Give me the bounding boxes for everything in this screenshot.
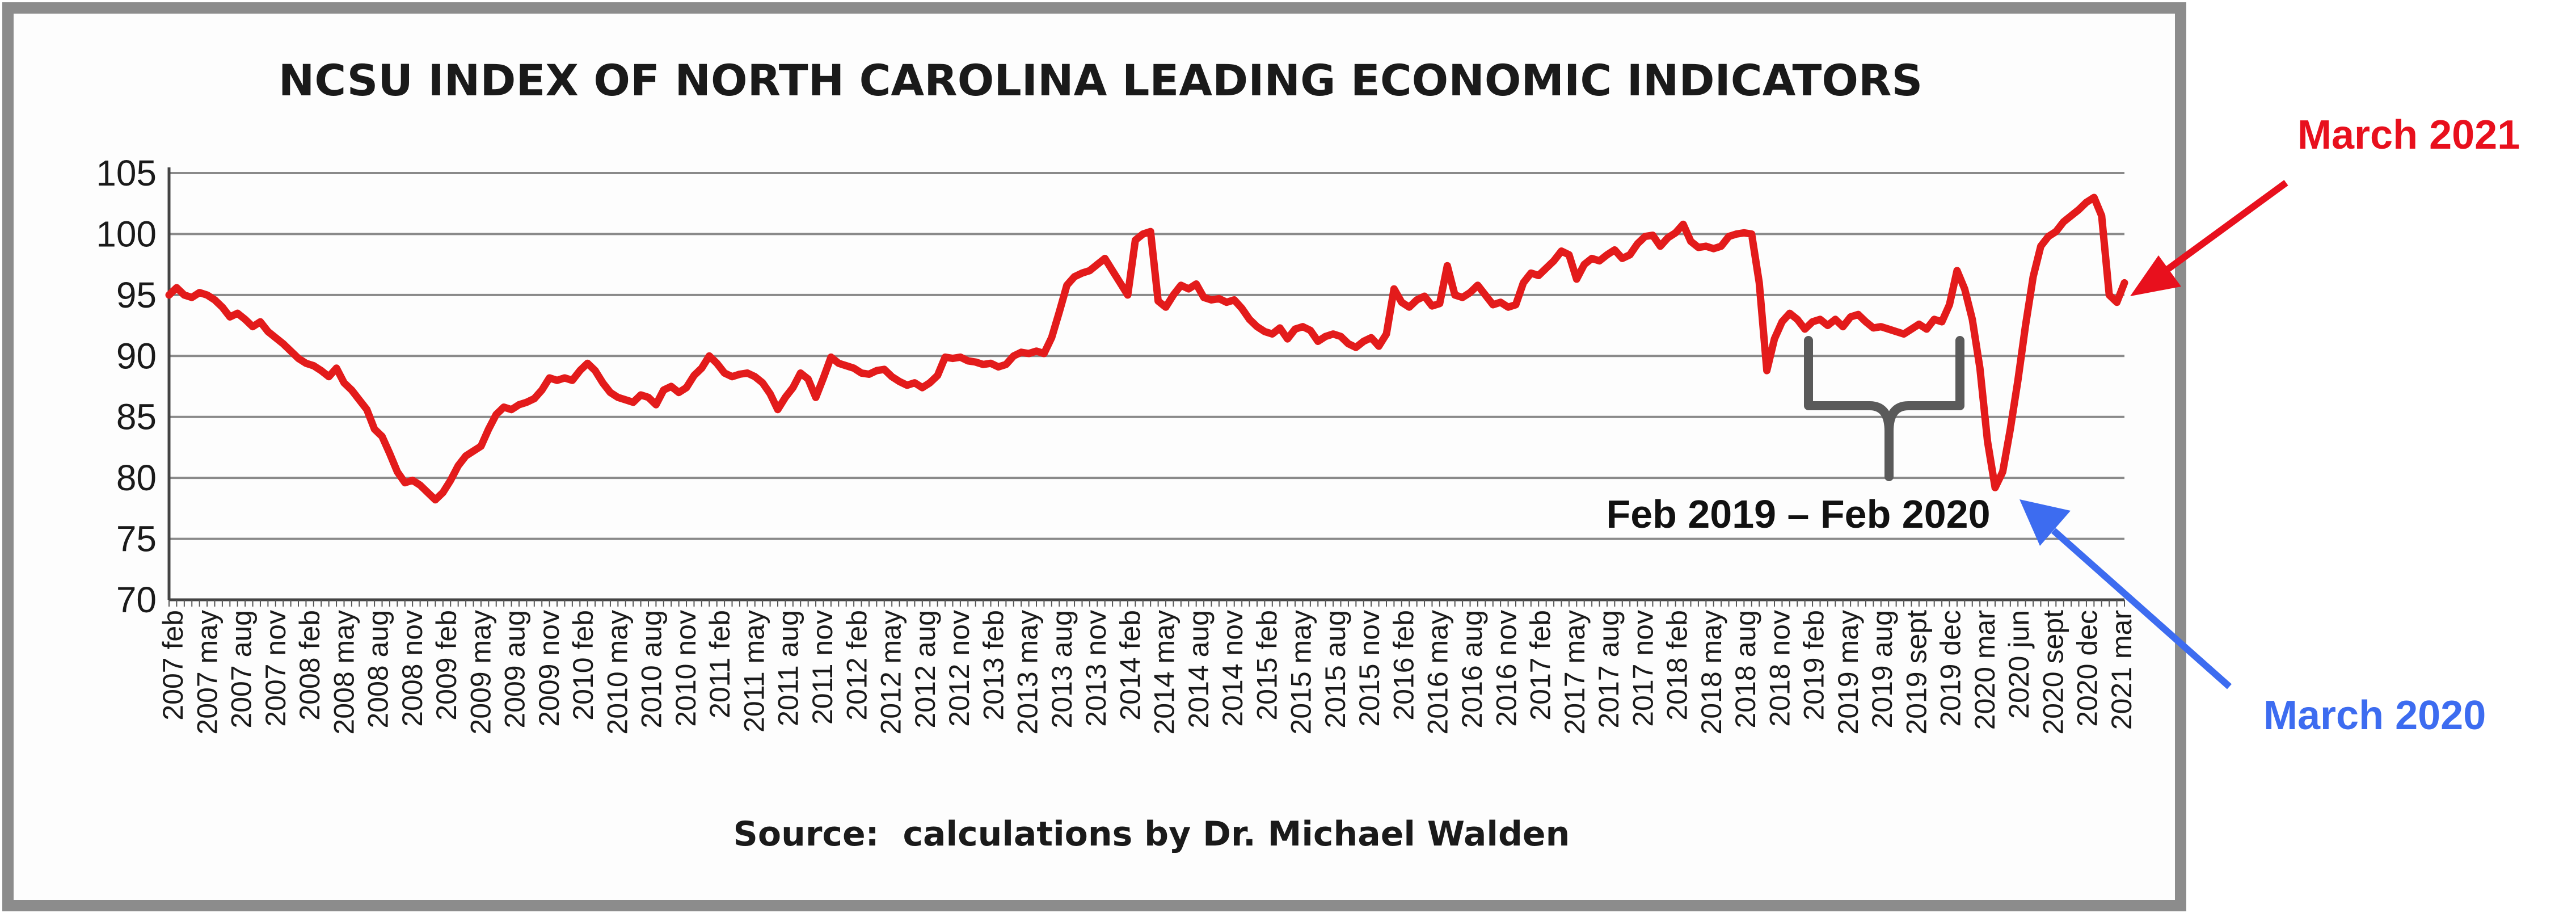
x-tick-label: 2018 nov — [1764, 610, 1795, 727]
chart-frame — [2, 2, 2186, 911]
x-tick-label: 2015 feb — [1251, 610, 1283, 721]
x-tick-label: 2012 nov — [943, 610, 975, 727]
x-tick-label: 2015 nov — [1354, 610, 1385, 727]
x-tick-label: 2018 aug — [1730, 610, 1761, 729]
x-tick-label: 2020 mar — [1969, 610, 2001, 730]
x-tick-label: 2008 nov — [397, 610, 428, 727]
x-tick-label: 2014 aug — [1183, 610, 1215, 729]
x-tick-label: 2016 nov — [1490, 610, 1522, 727]
x-tick-label: 2010 feb — [567, 610, 599, 721]
x-tick-label: 2011 aug — [773, 610, 804, 726]
march-2020-label: March 2020 — [2263, 693, 2486, 738]
x-tick-label: 2007 aug — [226, 610, 258, 729]
x-tick-label: 2019 may — [1832, 610, 1864, 735]
x-tick-label: 2011 nov — [807, 610, 838, 725]
x-tick-label: 2009 feb — [431, 610, 462, 721]
x-tick-label: 2013 aug — [1046, 610, 1078, 729]
y-axis-ticks: 105 100 95 90 85 80 75 70 — [96, 153, 157, 620]
y-tick-label: 90 — [116, 335, 157, 376]
x-tick-label: 2008 feb — [294, 610, 326, 721]
x-tick-label: 2013 nov — [1080, 610, 1112, 727]
series-group — [165, 194, 2128, 504]
x-tick-label: 2020 sept — [2037, 610, 2069, 735]
x-tick-label: 2010 aug — [636, 610, 668, 729]
x-tick-label: 2014 may — [1149, 610, 1181, 735]
x-tick-label: 2009 may — [465, 610, 496, 735]
march-2020-arrow — [2051, 528, 2232, 689]
x-tick-label: 2017 feb — [1525, 610, 1557, 721]
y-tick-label: 95 — [116, 275, 157, 316]
series-line-index — [165, 194, 2128, 504]
x-tick-label: 2010 may — [601, 610, 633, 735]
x-tick-label: 2019 feb — [1798, 610, 1830, 721]
x-axis-ticks: 2007 feb 2007 may 2007 aug 2007 nov 2008 feb… — [157, 600, 2137, 735]
x-tick-label: 2013 may — [1012, 610, 1044, 735]
march-2021-label: March 2021 — [2297, 112, 2520, 158]
x-tick-label: 2013 feb — [977, 610, 1009, 721]
x-tick-label: 2014 nov — [1217, 610, 1249, 727]
y-tick-label: 85 — [116, 397, 157, 438]
x-tick-label: 2014 feb — [1114, 610, 1146, 721]
x-tick-label: 2020 jun — [2003, 610, 2035, 719]
bracket-label: Feb 2019 – Feb 2020 — [1606, 492, 1990, 536]
march-2020-arrowhead — [2020, 499, 2071, 546]
march-2021-arrowhead — [2130, 255, 2181, 296]
march-2021-arrow — [2153, 180, 2288, 281]
x-tick-label: 2015 may — [1285, 610, 1317, 735]
x-tick-label: 2008 may — [328, 610, 360, 735]
x-tick-label: 2017 nov — [1627, 610, 1659, 727]
x-tick-label: 2019 aug — [1866, 610, 1898, 729]
x-tick-label: 2018 may — [1696, 610, 1727, 735]
x-tick-label: 2020 dec — [2072, 610, 2103, 727]
chart-title: NCSU INDEX OF NORTH CAROLINA LEADING ECO… — [279, 55, 1922, 106]
x-tick-label: 2016 feb — [1388, 610, 1419, 721]
x-tick-label: 2016 aug — [1456, 610, 1488, 729]
x-tick-label: 2015 aug — [1319, 610, 1351, 729]
x-tick-label: 2017 may — [1559, 610, 1591, 735]
x-tick-label: 2011 feb — [704, 610, 736, 718]
x-tick-label: 2019 sept — [1900, 610, 1932, 735]
x-tick-label: 2009 aug — [499, 610, 531, 729]
x-tick-label: 2012 aug — [909, 610, 941, 729]
x-tick-label: 2010 nov — [670, 610, 702, 727]
x-tick-label: 2012 may — [875, 610, 907, 735]
x-tick-label: 2007 feb — [157, 610, 189, 721]
bracket-annotation — [1804, 336, 1964, 481]
x-tick-label: 2021 mar — [2106, 610, 2137, 730]
x-tick-label: 2007 nov — [260, 610, 292, 727]
y-tick-label: 105 — [96, 153, 157, 194]
y-tick-label: 100 — [96, 213, 157, 254]
x-tick-label: 2019 dec — [1935, 610, 1967, 727]
x-tick-label: 2007 may — [191, 610, 223, 735]
source-caption: Source: calculations by Dr. Michael Wald… — [733, 814, 1570, 854]
y-tick-label: 75 — [116, 519, 157, 560]
x-tick-label: 2018 feb — [1662, 610, 1693, 721]
x-tick-label: 2011 may — [738, 610, 770, 733]
x-tick-label: 2012 feb — [841, 610, 872, 721]
x-tick-label: 2009 nov — [533, 610, 565, 727]
y-tick-label: 80 — [116, 457, 157, 498]
y-tick-label: 70 — [116, 579, 157, 620]
x-tick-label: 2016 may — [1422, 610, 1454, 735]
x-tick-label: 2008 aug — [362, 610, 394, 729]
x-tick-label: 2017 aug — [1593, 610, 1625, 729]
